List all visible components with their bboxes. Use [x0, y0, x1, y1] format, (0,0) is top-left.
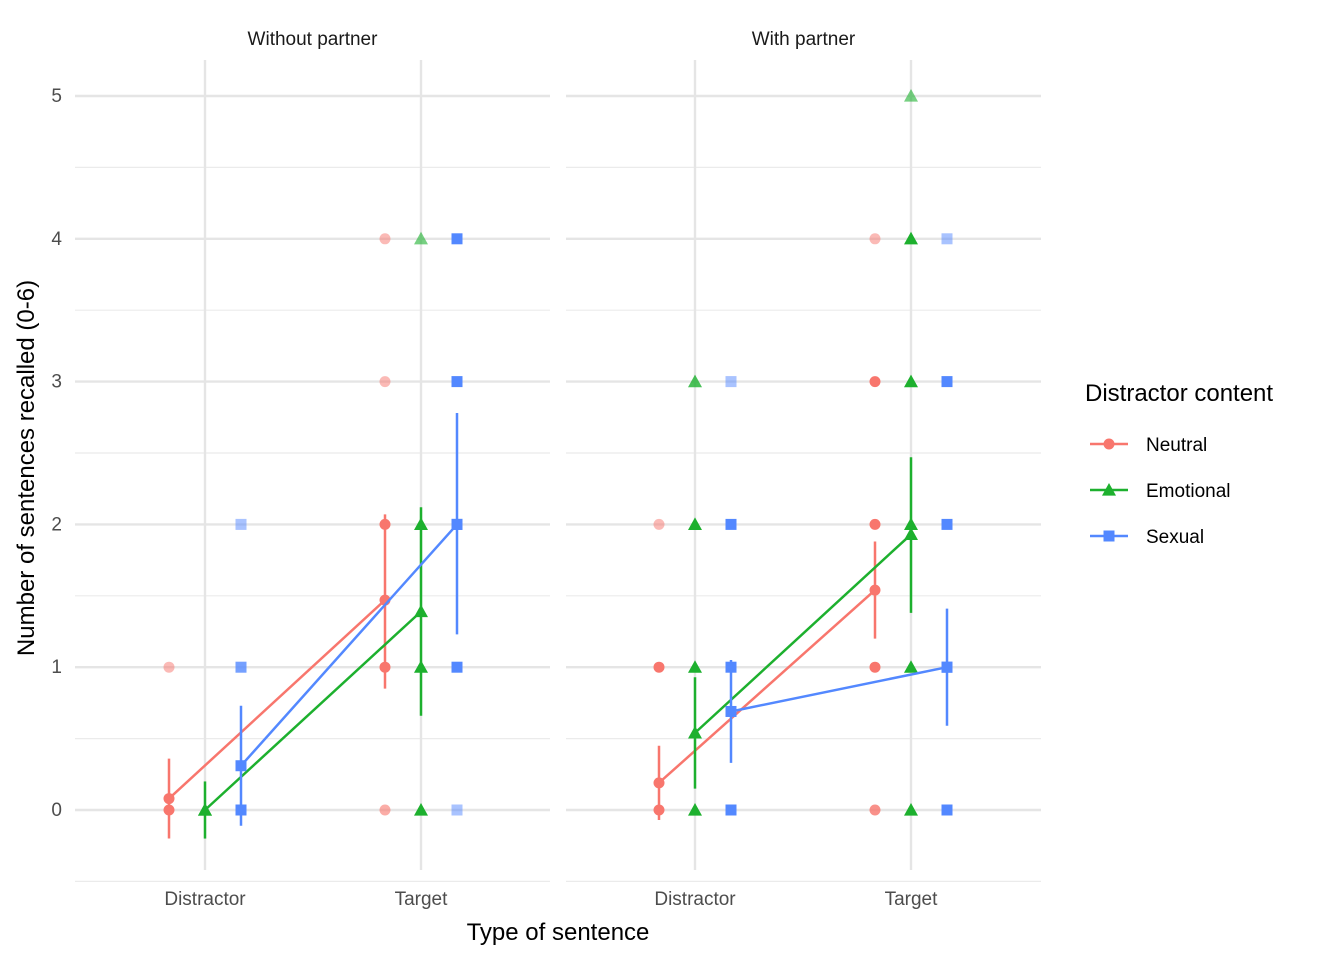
panel-title: Without partner: [248, 29, 379, 50]
raw-point: [414, 231, 428, 245]
series-emotional: [688, 89, 918, 816]
mean-point: [198, 803, 212, 816]
raw-point: [725, 518, 737, 530]
raw-point: [451, 376, 463, 388]
legend-marker: [1103, 438, 1115, 450]
raw-point: [904, 660, 918, 673]
raw-point: [688, 803, 702, 816]
series-line: [204, 610, 422, 811]
series-neutral: [163, 233, 391, 839]
series-line: [730, 665, 948, 713]
raw-point: [941, 804, 953, 816]
raw-point: [688, 517, 702, 530]
series-line: [168, 599, 386, 800]
raw-point: [163, 661, 175, 673]
legend-label: Sexual: [1146, 527, 1204, 548]
raw-point: [904, 803, 918, 816]
x-tick-label: Distractor: [654, 889, 736, 910]
raw-point: [869, 518, 881, 530]
raw-point: [869, 376, 881, 388]
raw-point: [869, 804, 881, 816]
mean-point: [941, 661, 953, 673]
raw-point: [941, 518, 953, 530]
raw-point: [904, 231, 918, 245]
x-axis-title: Type of sentence: [467, 919, 650, 946]
y-tick-label: 0: [51, 800, 62, 821]
mean-point: [163, 793, 175, 805]
raw-point: [653, 661, 665, 673]
raw-point: [235, 661, 247, 673]
raw-point: [904, 374, 918, 388]
legend-marker: [1102, 483, 1116, 496]
raw-point: [725, 376, 737, 388]
series-neutral: [653, 233, 881, 820]
series-line: [240, 523, 458, 767]
mean-point: [904, 527, 918, 540]
y-tick-label: 3: [51, 372, 62, 393]
raw-point: [653, 518, 665, 530]
series-emotional: [198, 231, 428, 839]
mean-point: [725, 705, 737, 717]
series-line: [658, 589, 876, 784]
x-tick-label: Target: [395, 889, 449, 910]
raw-point: [688, 660, 702, 673]
legend-item-emotional: Emotional: [1090, 481, 1231, 502]
raw-point: [451, 661, 463, 673]
raw-point: [235, 518, 247, 530]
series-sexual: [725, 233, 953, 816]
legend-label: Emotional: [1146, 481, 1231, 502]
raw-point: [688, 374, 702, 388]
x-tick-label: Distractor: [164, 889, 246, 910]
raw-point: [379, 804, 391, 816]
series-sexual: [235, 233, 463, 826]
raw-point: [451, 804, 463, 816]
raw-point: [379, 376, 391, 388]
mean-point: [869, 584, 881, 596]
y-tick-label: 4: [51, 229, 62, 250]
y-tick-label: 2: [51, 514, 62, 535]
panel-title: With partner: [752, 29, 856, 50]
legend-title: Distractor content: [1085, 380, 1273, 407]
legend-label: Neutral: [1146, 435, 1207, 456]
legend: Distractor content Neutral Emotional Sexua…: [1085, 380, 1273, 548]
panel-0: Without partner 0 1 2 3 4 5 Distractor Target: [51, 29, 550, 910]
panel-1: With partner Distractor Target: [566, 29, 1041, 910]
mean-point: [235, 760, 247, 772]
mean-point: [653, 777, 665, 789]
raw-point: [869, 233, 881, 245]
raw-point: [869, 661, 881, 673]
legend-item-neutral: Neutral: [1090, 435, 1207, 456]
y-axis-title: Number of sentences recalled (0-6): [13, 280, 40, 656]
mean-point: [414, 604, 428, 618]
raw-point: [941, 376, 953, 388]
y-tick-label: 5: [51, 86, 62, 107]
series-line: [694, 533, 912, 734]
raw-point: [725, 804, 737, 816]
legend-marker: [1103, 530, 1115, 542]
raw-point: [451, 233, 463, 245]
legend-item-sexual: Sexual: [1090, 527, 1204, 548]
y-tick-label: 1: [51, 657, 62, 678]
raw-point: [379, 233, 391, 245]
raw-point: [414, 803, 428, 816]
raw-point: [904, 89, 918, 102]
mean-point: [451, 518, 463, 530]
raw-point: [941, 233, 953, 245]
x-tick-label: Target: [885, 889, 939, 910]
mean-point: [688, 725, 702, 739]
